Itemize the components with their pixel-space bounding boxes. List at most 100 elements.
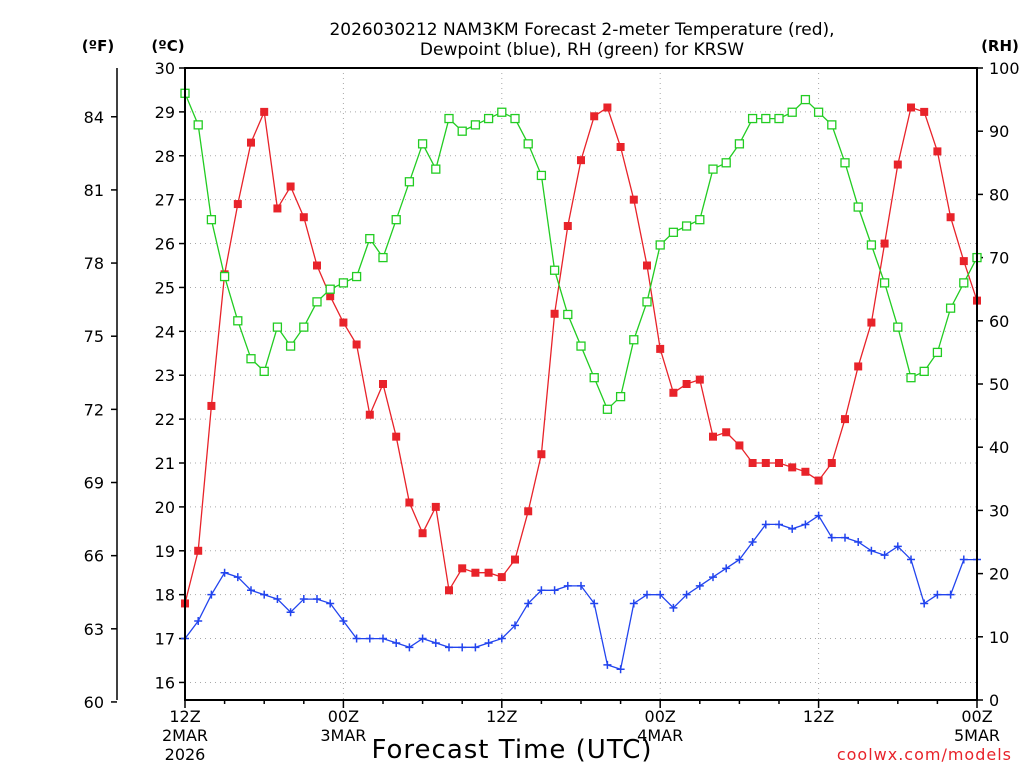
data-point <box>392 432 401 441</box>
data-point <box>339 318 348 327</box>
data-point <box>445 643 453 652</box>
rh-unit-label: (RH) <box>981 37 1019 55</box>
data-point <box>681 221 692 231</box>
celsius-tick-label: 28 <box>155 147 175 166</box>
data-point <box>260 107 269 116</box>
celsius-tick-label: 30 <box>155 59 175 78</box>
celsius-tick-label: 25 <box>155 278 175 297</box>
data-point <box>920 599 929 608</box>
data-point <box>959 278 969 288</box>
data-point <box>695 215 705 225</box>
data-point <box>273 595 282 604</box>
x-tick-label-time: 12Z <box>169 707 200 726</box>
data-point <box>233 573 242 582</box>
celsius-tick-label: 18 <box>155 586 175 605</box>
data-point <box>194 546 203 555</box>
data-point <box>919 366 929 377</box>
rh-tick-label: 90 <box>989 122 1009 141</box>
data-point <box>629 335 639 345</box>
data-point <box>339 617 348 625</box>
data-point <box>577 581 585 590</box>
data-point <box>867 318 876 327</box>
data-point <box>589 373 599 383</box>
fahrenheit-tick-label: 78 <box>84 254 104 273</box>
fahrenheit-tick-label: 84 <box>84 108 104 127</box>
data-point <box>709 573 717 582</box>
data-point <box>259 366 269 377</box>
x-tick-label-date: 3MAR <box>320 726 366 745</box>
fahrenheit-tick-label: 66 <box>84 547 104 566</box>
data-point <box>907 103 915 112</box>
data-point <box>590 112 599 121</box>
data-point <box>247 586 255 595</box>
data-point <box>854 538 863 546</box>
data-point <box>431 164 441 174</box>
data-point <box>260 590 269 599</box>
data-point <box>418 529 427 538</box>
rh-tick-label: 80 <box>989 185 1009 204</box>
x-tick-label-date: 4MAR <box>637 726 683 745</box>
data-point <box>880 551 889 560</box>
plot-frame <box>184 67 978 701</box>
data-point <box>286 608 295 617</box>
series-layer <box>180 88 982 674</box>
data-point <box>761 113 771 124</box>
data-point <box>800 94 811 105</box>
celsius-tick-label: 22 <box>155 410 175 429</box>
data-point <box>775 459 783 467</box>
data-point <box>445 586 453 595</box>
x-tick-label-time: 00Z <box>961 707 992 726</box>
data-point <box>735 441 744 450</box>
data-point <box>945 303 956 313</box>
data-point <box>550 309 559 318</box>
data-point <box>563 309 573 320</box>
data-point <box>286 182 295 191</box>
data-point <box>629 195 638 204</box>
data-point <box>827 533 836 542</box>
celsius-tick-label: 29 <box>155 103 175 122</box>
data-point <box>708 164 718 174</box>
data-point <box>351 271 362 282</box>
x-tick-label-date: 5MAR <box>954 726 1000 745</box>
data-point <box>352 340 361 349</box>
celsius-axis: 16 17 18 19 20 21 22 23 24 25 26 27 28 29 30 <box>155 59 185 692</box>
data-point <box>511 555 519 564</box>
data-point <box>655 240 665 250</box>
data-point <box>602 404 613 414</box>
data-point <box>668 227 679 237</box>
data-point <box>470 120 481 130</box>
data-point <box>695 375 704 384</box>
data-point <box>880 239 889 248</box>
data-point <box>616 665 625 674</box>
celsius-unit-label: (ºC) <box>151 37 184 55</box>
data-point <box>959 257 968 266</box>
data-point <box>549 265 560 275</box>
rh-tick-label: 60 <box>989 312 1009 331</box>
series-dewpoint <box>181 511 981 674</box>
rh-tick-label: 70 <box>989 249 1009 268</box>
data-point <box>365 233 375 244</box>
data-point <box>827 459 836 467</box>
rh-tick-label: 30 <box>989 501 1009 520</box>
data-point <box>656 344 665 353</box>
data-point <box>801 467 810 476</box>
rh-tick-label: 10 <box>989 628 1009 647</box>
data-point <box>537 450 546 459</box>
data-point <box>801 520 810 529</box>
data-point <box>193 120 203 130</box>
data-point <box>378 252 388 263</box>
data-point <box>233 316 243 326</box>
data-point <box>219 271 230 282</box>
data-point <box>775 520 783 529</box>
x-tick-label-date: 2MAR <box>162 726 208 745</box>
data-point <box>379 380 387 388</box>
celsius-tick-label: 16 <box>155 673 175 692</box>
data-point <box>497 107 507 117</box>
data-point <box>841 533 849 542</box>
data-point <box>483 113 494 124</box>
fahrenheit-unit-label: (ºF) <box>82 37 114 55</box>
x-tick-label-time: 00Z <box>328 707 359 726</box>
data-point <box>431 638 440 647</box>
data-point <box>866 240 877 250</box>
data-point <box>748 459 757 467</box>
